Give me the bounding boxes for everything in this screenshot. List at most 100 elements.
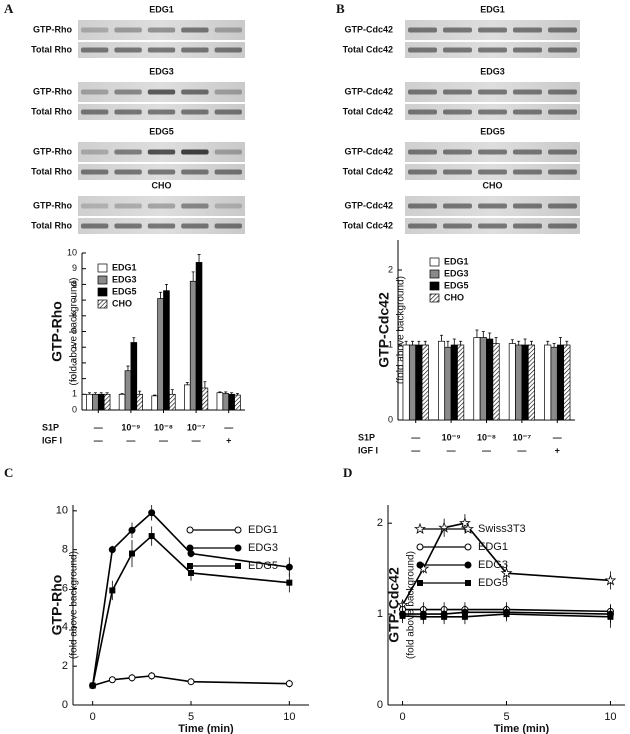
y-tick-label: 8 xyxy=(62,544,68,556)
blot-band xyxy=(81,109,109,115)
legend-swatch xyxy=(97,263,108,273)
marker xyxy=(187,678,195,686)
legend-swatch xyxy=(429,293,440,303)
legend-marker xyxy=(416,561,424,569)
marker xyxy=(148,672,156,680)
blot-band xyxy=(114,169,142,175)
marker xyxy=(441,613,448,620)
bar xyxy=(157,298,164,411)
y-axis-sublabel: (fold above background) xyxy=(396,276,407,384)
series-line xyxy=(402,613,611,618)
x-tick-label: 10⁻⁹ xyxy=(442,432,461,442)
legend-marker xyxy=(187,563,193,569)
y-tick-label: 1 xyxy=(72,389,77,399)
error-bar xyxy=(558,337,562,345)
error-bar xyxy=(126,365,130,371)
y-tick-label: 2 xyxy=(62,660,68,672)
marker xyxy=(108,676,116,684)
error-bar xyxy=(565,340,569,345)
blot-band xyxy=(443,149,472,155)
blot-band xyxy=(114,47,142,53)
blot-band xyxy=(181,47,209,53)
legend-swatch xyxy=(97,287,108,297)
blot-band xyxy=(478,169,507,175)
bar xyxy=(201,387,209,411)
bar xyxy=(450,344,458,421)
marker xyxy=(503,611,510,618)
error-bar xyxy=(546,340,550,345)
blot-row-label: Total Rho xyxy=(31,106,72,116)
bar xyxy=(184,384,191,411)
error-bar xyxy=(159,291,163,299)
y-tick-label: 10 xyxy=(56,505,68,517)
marker xyxy=(604,574,617,586)
bar xyxy=(92,393,99,411)
blot-band xyxy=(548,89,577,95)
blot-row-label: Total Cdc42 xyxy=(343,220,393,230)
y-tick-label: 4 xyxy=(72,342,77,352)
blot-row-label: GTP-Cdc42 xyxy=(344,200,393,210)
blot-group-label: CHO xyxy=(152,180,172,190)
row-label: IGF I xyxy=(42,435,62,445)
blot-row-label: GTP-Cdc42 xyxy=(344,86,393,96)
x-tick-label: — xyxy=(553,432,562,442)
row-label: IGF I xyxy=(358,445,378,455)
error-bar xyxy=(191,271,195,282)
blot-band xyxy=(513,169,542,175)
blot-band xyxy=(114,27,142,33)
blot-band xyxy=(443,109,472,115)
row-label: S1P xyxy=(358,432,375,442)
bar xyxy=(492,343,500,421)
marker xyxy=(128,674,136,682)
legend-label: EDG3 xyxy=(444,268,469,278)
legend-label: CHO xyxy=(112,298,132,308)
blot-band xyxy=(147,169,176,175)
bar xyxy=(563,344,571,421)
blot-row-label: GTP-Rho xyxy=(33,146,72,156)
blot-row-label: Total Rho xyxy=(31,44,72,54)
error-bar xyxy=(510,339,514,344)
x-tick-label: 10 xyxy=(283,711,295,723)
error-bar xyxy=(488,332,492,339)
error-bar xyxy=(120,393,124,395)
y-axis-label: GTP-Cdc42 xyxy=(386,567,402,643)
bar xyxy=(550,346,558,421)
y-axis-label: GTP-Rho xyxy=(49,301,65,362)
bar xyxy=(515,344,523,421)
y-tick-label: 5 xyxy=(72,326,77,336)
x-tick-label: 10⁻⁸ xyxy=(477,432,496,442)
y-axis-sublabel: (fold above background) xyxy=(406,551,417,659)
y-tick-label: 1 xyxy=(388,339,393,349)
x-tick-label: — xyxy=(94,422,103,432)
x-tick-label: 0 xyxy=(399,711,405,723)
legend-swatch xyxy=(97,299,108,309)
panel-label: A xyxy=(4,1,14,16)
bar xyxy=(124,370,132,411)
marker xyxy=(438,521,451,533)
blot-band xyxy=(114,149,142,155)
blot-band xyxy=(214,169,242,175)
error-bar xyxy=(197,254,201,263)
error-bar xyxy=(138,390,142,395)
x-tick-label: — xyxy=(447,445,456,455)
blot-band xyxy=(548,27,577,33)
blot-band xyxy=(513,223,542,229)
x-tick-label: + xyxy=(226,435,231,445)
bar xyxy=(228,393,235,411)
series-line xyxy=(91,511,290,686)
blot-band xyxy=(408,203,437,209)
blot-band xyxy=(443,89,472,95)
x-tick-label: 10⁻⁹ xyxy=(121,422,140,432)
blot-band xyxy=(408,27,437,33)
legend-marker xyxy=(464,543,472,551)
x-axis-label: Time (min) xyxy=(178,723,234,734)
series-line xyxy=(401,522,611,606)
y-tick-label: 6 xyxy=(72,310,77,320)
bar xyxy=(136,393,143,411)
blot-band xyxy=(408,109,437,115)
legend-swatch xyxy=(429,257,440,267)
bar xyxy=(421,344,429,421)
bar xyxy=(163,290,170,411)
blot-group-label: EDG5 xyxy=(149,126,174,136)
